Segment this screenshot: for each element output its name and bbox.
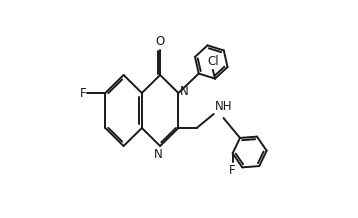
Text: N: N xyxy=(154,148,163,161)
Text: N: N xyxy=(180,85,189,98)
Text: O: O xyxy=(155,35,165,48)
Text: Cl: Cl xyxy=(207,55,219,68)
Text: NH: NH xyxy=(214,100,232,113)
Text: F: F xyxy=(80,87,86,99)
Text: F: F xyxy=(229,164,236,177)
